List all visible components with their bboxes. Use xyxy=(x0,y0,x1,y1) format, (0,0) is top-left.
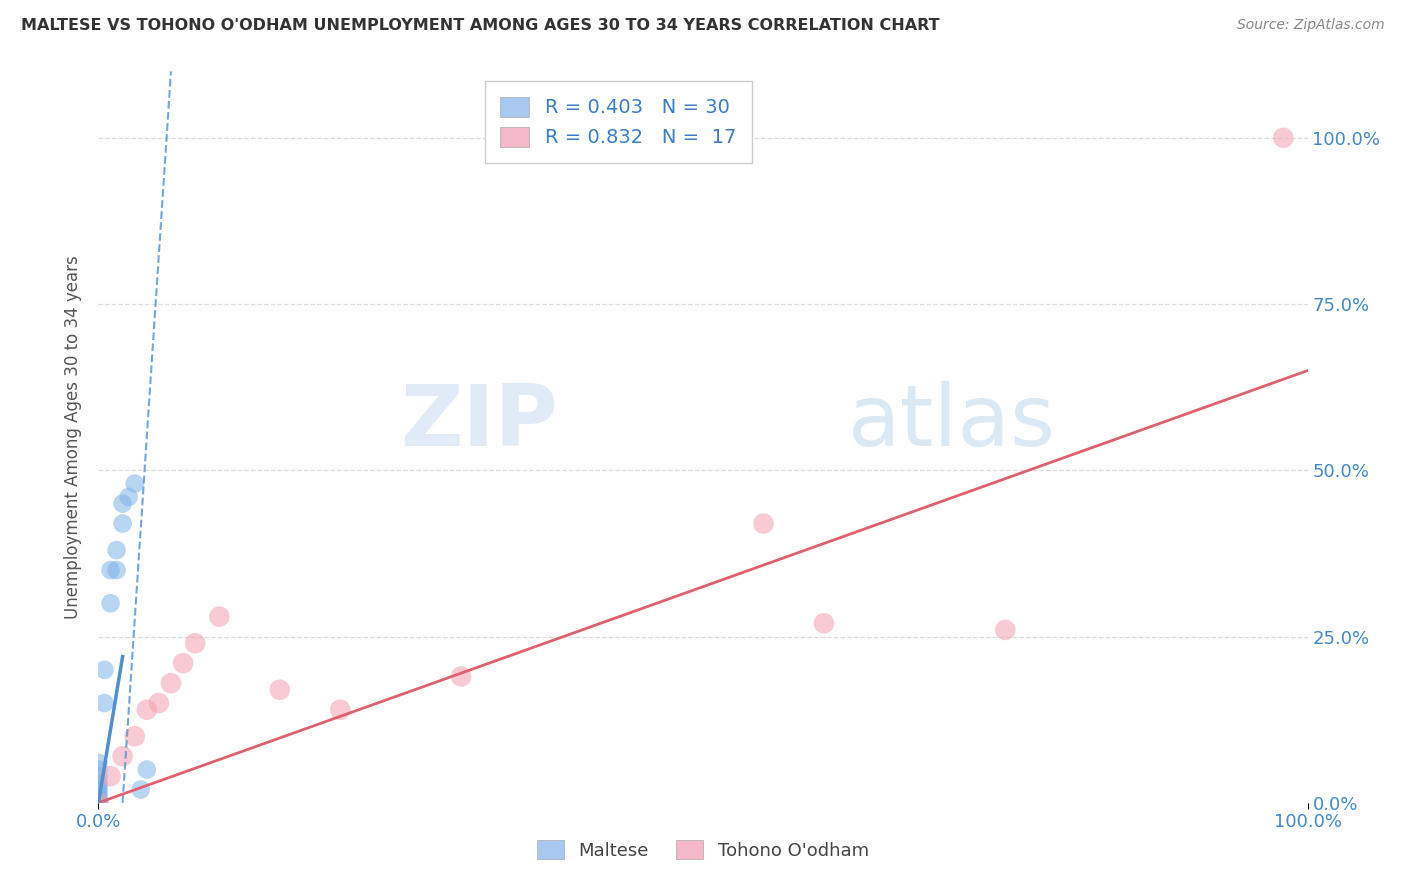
Point xyxy=(87,796,110,810)
Point xyxy=(87,796,110,810)
Point xyxy=(124,729,146,743)
Point xyxy=(87,782,110,797)
Point xyxy=(111,749,134,764)
Point xyxy=(87,779,110,793)
Point xyxy=(184,636,207,650)
Point xyxy=(87,796,110,810)
Point xyxy=(93,696,115,710)
Point xyxy=(1272,131,1295,145)
Point xyxy=(450,669,472,683)
Text: ZIP: ZIP xyxy=(401,381,558,464)
Point xyxy=(172,656,194,670)
Point xyxy=(135,703,157,717)
Point xyxy=(100,563,122,577)
Point xyxy=(124,476,146,491)
Point xyxy=(813,616,835,631)
Point xyxy=(87,796,110,810)
Point xyxy=(105,543,128,558)
Point xyxy=(100,769,122,783)
Point xyxy=(160,676,183,690)
Point xyxy=(87,796,110,810)
Point xyxy=(135,763,157,777)
Point xyxy=(105,563,128,577)
Point xyxy=(148,696,170,710)
Point xyxy=(87,796,110,810)
Point xyxy=(111,516,134,531)
Text: Source: ZipAtlas.com: Source: ZipAtlas.com xyxy=(1237,18,1385,32)
Point xyxy=(87,796,110,810)
Point xyxy=(87,756,110,770)
Point xyxy=(87,796,110,810)
Point xyxy=(87,769,110,783)
Point xyxy=(994,623,1017,637)
Text: atlas: atlas xyxy=(848,381,1056,464)
Point xyxy=(208,609,231,624)
Point xyxy=(87,796,110,810)
Text: MALTESE VS TOHONO O'ODHAM UNEMPLOYMENT AMONG AGES 30 TO 34 YEARS CORRELATION CHA: MALTESE VS TOHONO O'ODHAM UNEMPLOYMENT A… xyxy=(21,18,939,33)
Point xyxy=(329,703,352,717)
Point xyxy=(87,786,110,800)
Point xyxy=(93,663,115,677)
Point xyxy=(87,763,110,777)
Legend: Maltese, Tohono O'odham: Maltese, Tohono O'odham xyxy=(530,833,876,867)
Point xyxy=(752,516,775,531)
Point xyxy=(87,776,110,790)
Point xyxy=(269,682,291,697)
Point xyxy=(100,596,122,610)
Point xyxy=(111,497,134,511)
Point xyxy=(87,792,110,806)
Point xyxy=(118,490,141,504)
Point xyxy=(87,789,110,804)
Point xyxy=(87,796,110,810)
Point xyxy=(129,782,152,797)
Y-axis label: Unemployment Among Ages 30 to 34 years: Unemployment Among Ages 30 to 34 years xyxy=(65,255,83,619)
